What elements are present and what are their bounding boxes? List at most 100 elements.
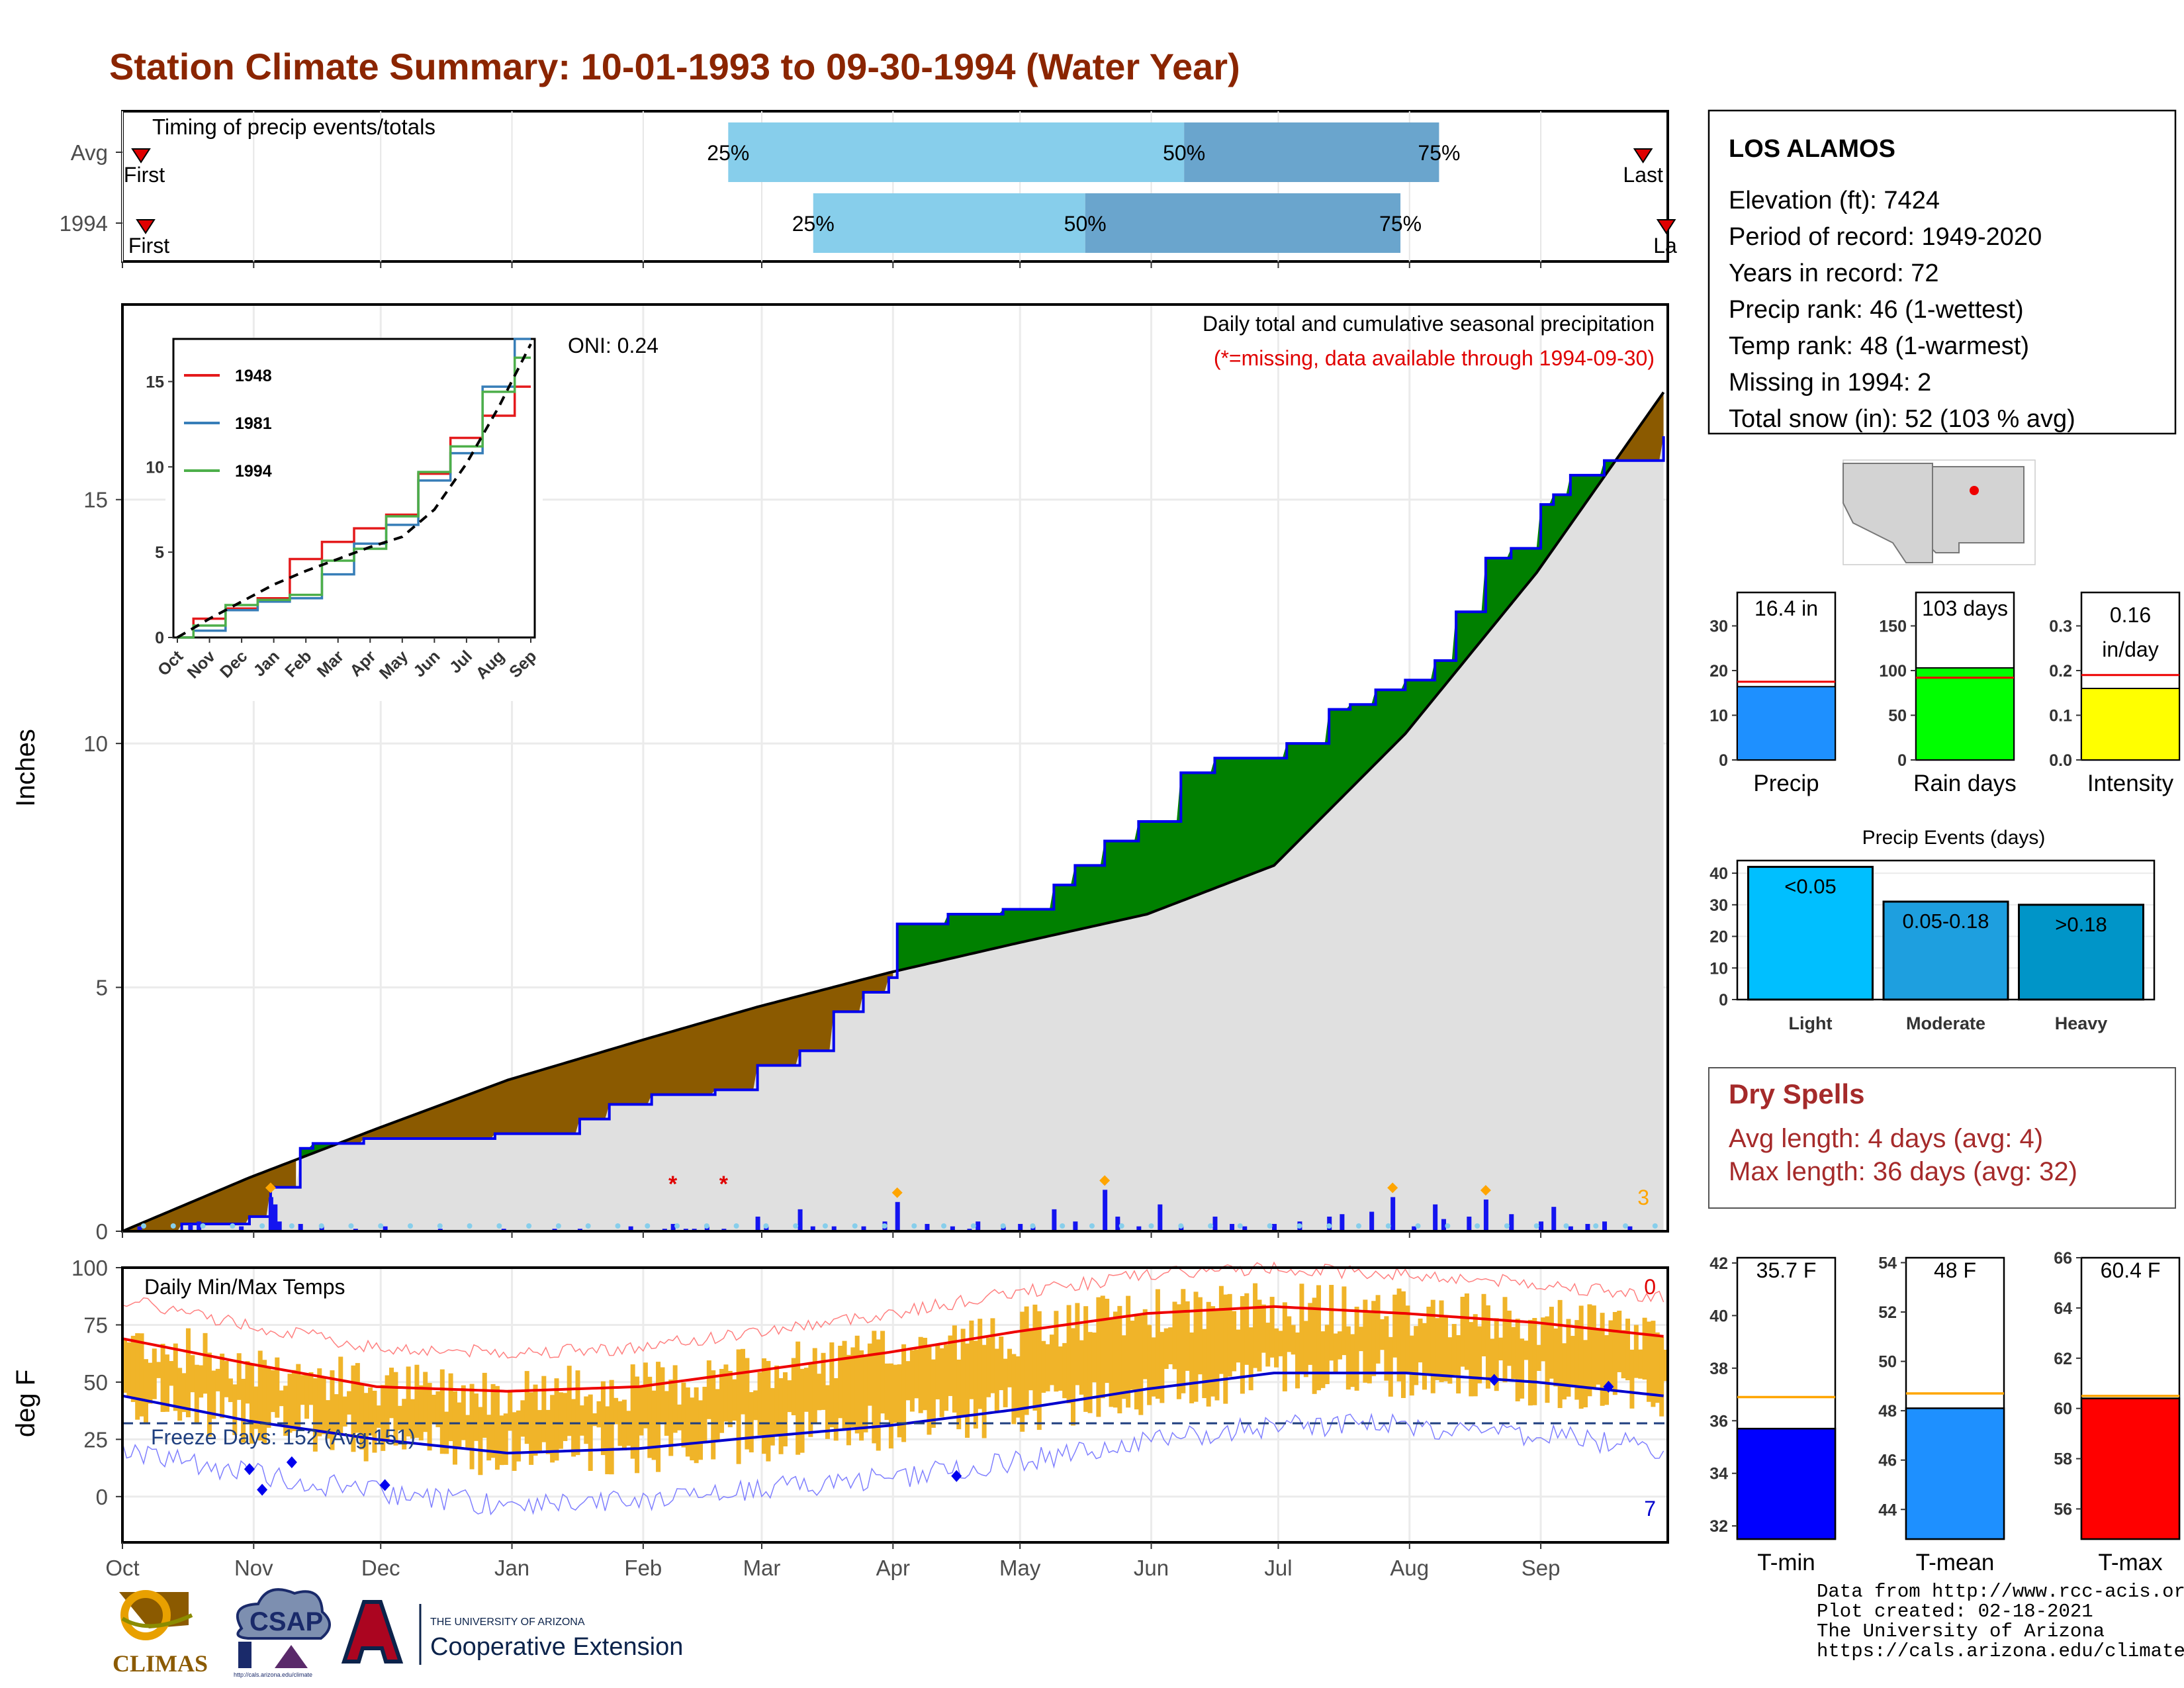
daily-temp-bar [1435, 1318, 1440, 1380]
daily-precip-bar [1242, 1226, 1248, 1231]
daily-temp-bar [1028, 1328, 1034, 1391]
daily-temp-bar [253, 1386, 259, 1429]
temps-ylabel: deg F [11, 1370, 40, 1437]
station-info-box [1707, 109, 2177, 435]
events-ytick-label: 0 [1719, 991, 1728, 1009]
daily-temp-bar [194, 1364, 199, 1424]
events-ytick-label: 20 [1709, 928, 1728, 947]
daily-temp-bar [711, 1370, 716, 1460]
events-category-label: Light [1789, 1013, 1833, 1033]
credit-line: https://cals.arizona.edu/climate/ [1817, 1640, 2184, 1662]
daily-temp-bar [1303, 1321, 1308, 1378]
daily-temp-bar [533, 1384, 538, 1456]
daily-precip-bar [1030, 1226, 1036, 1231]
daily-temp-bar [791, 1358, 796, 1415]
summary-value-label: in/day [2102, 637, 2158, 661]
daily-temp-bar [529, 1392, 534, 1465]
summary-ytick-label: 20 [1709, 662, 1728, 680]
trace-marker [941, 1223, 947, 1229]
daily-temp-bar [262, 1360, 267, 1444]
daily-temp-bar [1541, 1317, 1546, 1362]
daily-temp-bar [1278, 1331, 1283, 1356]
daily-precip-bar [1136, 1226, 1142, 1231]
inset-ytick-label: 10 [146, 458, 164, 477]
daily-temp-bar [139, 1333, 144, 1417]
daily-temp-bar [1168, 1327, 1173, 1364]
station-location-dot [1970, 486, 1979, 495]
daily-temp-bar [1578, 1305, 1584, 1409]
daily-temp-bar [799, 1368, 805, 1453]
daily-temp-bar [1066, 1305, 1071, 1404]
summary-ytick-label: 0 [1897, 751, 1907, 770]
daily-temp-bar [215, 1368, 220, 1391]
daily-temp-bar [935, 1344, 940, 1399]
daily-temp-bar [1020, 1311, 1025, 1432]
daily-temp-bar [741, 1348, 745, 1415]
daily-temp-bar [1291, 1325, 1296, 1355]
temp-summary-ytick-label: 60 [2054, 1400, 2072, 1419]
daily-temp-bar [190, 1355, 195, 1393]
temp-summary-ytick-label: 38 [1709, 1360, 1728, 1378]
month-label: May [999, 1556, 1041, 1580]
daily-temp-bar [614, 1397, 619, 1425]
daily-temp-bar [854, 1335, 860, 1434]
daily-precip-bar [1627, 1226, 1633, 1231]
daily-temp-bar [435, 1391, 441, 1428]
daily-temp-bar [1583, 1340, 1588, 1408]
daily-temp-bar [621, 1399, 627, 1451]
daily-temp-bar [1091, 1333, 1097, 1383]
daily-temp-bar [1371, 1301, 1377, 1376]
daily-temp-bar [279, 1390, 284, 1407]
daily-temp-bar [520, 1400, 525, 1437]
temp-summary-ytick-label: 62 [2054, 1350, 2072, 1368]
daily-temp-bar [312, 1378, 318, 1452]
trace-marker [1118, 1223, 1124, 1229]
events-bar [2018, 904, 2144, 1001]
daily-temp-bar [1316, 1285, 1322, 1391]
timing-row-label: Avg [71, 140, 108, 165]
last-label: La [1653, 234, 1677, 258]
daily-temp-bar [939, 1348, 944, 1417]
month-label: Aug [1390, 1556, 1429, 1580]
daily-temp-bar [1050, 1335, 1054, 1385]
daily-temp-bar [698, 1400, 704, 1460]
daily-temp-bar [1312, 1297, 1317, 1394]
daily-temp-bar [1253, 1283, 1258, 1368]
daily-precip-bar [1390, 1197, 1396, 1231]
trace-marker [437, 1223, 443, 1229]
month-label: Jan [494, 1556, 529, 1580]
daily-temp-bar [1515, 1319, 1520, 1401]
daily-temp-bar [1218, 1286, 1224, 1374]
daily-temp-bar [736, 1349, 741, 1464]
daily-temp-bar [1379, 1319, 1385, 1350]
daily-temp-bar [1536, 1344, 1541, 1372]
daily-temp-bar [1054, 1311, 1059, 1392]
trace-marker [1593, 1223, 1599, 1229]
daily-temp-bar [389, 1368, 394, 1419]
daily-temp-bar [609, 1380, 614, 1475]
daily-temp-bar [270, 1370, 275, 1413]
temps-ytick-label: 25 [83, 1427, 108, 1452]
daily-temp-bar [478, 1407, 483, 1476]
daily-temp-bar [1197, 1297, 1203, 1375]
temps-ytick-label: 75 [83, 1313, 108, 1337]
summary-ytick-label: 30 [1709, 618, 1728, 636]
trace-marker [882, 1223, 887, 1229]
daily-temp-bar [1126, 1295, 1131, 1408]
daily-temp-bar [1422, 1323, 1427, 1390]
daily-temp-bar [330, 1370, 335, 1450]
daily-temp-bar [1477, 1326, 1482, 1383]
station-info-line: Precip rank: 46 (1-wettest) [1729, 296, 2024, 324]
dry-spells-box [1708, 1067, 2176, 1209]
daily-temp-bar [897, 1364, 902, 1438]
trace-marker [230, 1223, 236, 1229]
observed-cumulative-line [122, 436, 1665, 1233]
first-label: First [128, 234, 169, 258]
daily-temp-bar [1223, 1294, 1228, 1404]
summary-value-label: 103 days [1922, 596, 2008, 620]
daily-temp-bar [156, 1362, 161, 1378]
daily-temp-bar [1384, 1316, 1389, 1381]
precip-count-label: 3 [1637, 1186, 1649, 1209]
station-info-line: Elevation (ft): 7424 [1729, 187, 1940, 214]
daily-temp-bar [914, 1349, 919, 1399]
